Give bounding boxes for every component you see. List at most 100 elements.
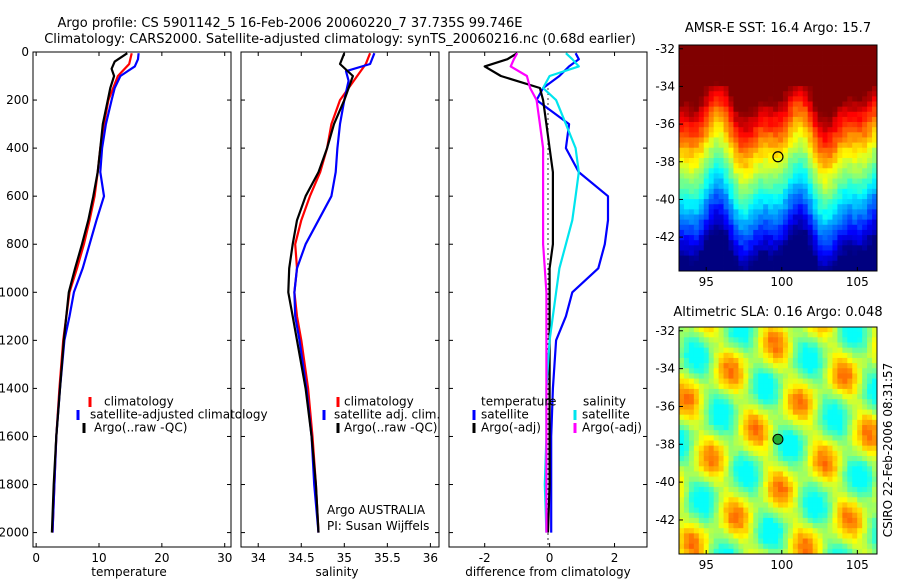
heatmap-cell: [723, 471, 729, 478]
heatmap-cell: [703, 199, 710, 205]
heatmap-cell: [713, 106, 719, 113]
heatmap-cell: [728, 481, 734, 488]
heatmap-cell: [827, 265, 833, 272]
heatmap-cell: [872, 466, 878, 472]
heatmap-cell: [733, 204, 739, 210]
heatmap-cell: [718, 414, 724, 421]
heatmap-cell: [753, 163, 759, 169]
heatmap-cell: [679, 96, 685, 102]
heatmap-cell: [688, 137, 695, 143]
heatmap-cell: [822, 548, 828, 555]
heatmap-cell: [768, 45, 774, 51]
heatmap-cell: [758, 440, 764, 447]
heatmap-cell: [827, 378, 833, 385]
heatmap-cell: [703, 245, 710, 251]
heatmap-cell: [703, 147, 710, 154]
heatmap-cell: [723, 122, 729, 128]
heatmap-cell: [713, 419, 719, 426]
heatmap-cell: [713, 199, 719, 205]
heatmap-cell: [857, 152, 863, 159]
heatmap-cell: [753, 461, 759, 467]
heatmap-cell: [782, 245, 789, 251]
heatmap-cell: [822, 152, 828, 159]
heatmap-cell: [862, 240, 868, 246]
heatmap-cell: [817, 528, 823, 534]
heatmap-cell: [812, 492, 818, 498]
heatmap-cell: [802, 80, 809, 87]
heatmap-cell: [743, 507, 749, 514]
heatmap-cell: [763, 394, 769, 400]
heatmap-cell: [872, 60, 878, 66]
heatmap-cell: [832, 214, 838, 221]
heatmap-cell: [817, 409, 823, 416]
heatmap-cell: [728, 394, 734, 400]
heatmap-cell: [857, 440, 863, 447]
heatmap-cell: [857, 368, 863, 374]
heatmap-cell: [733, 523, 739, 529]
heatmap-cell: [842, 363, 848, 369]
heatmap-cell: [782, 404, 789, 410]
heatmap-cell: [723, 142, 729, 149]
heatmap-cell: [807, 445, 814, 452]
heatmap-cell: [679, 409, 685, 416]
heatmap-cell: [842, 486, 848, 493]
heatmap-cell: [773, 342, 779, 349]
heatmap-cell: [753, 245, 759, 251]
heatmap-cell: [703, 332, 710, 338]
heatmap-cell: [847, 152, 853, 159]
heatmap-cell: [688, 188, 695, 195]
heatmap-cell: [857, 373, 863, 379]
heatmap-cell: [857, 229, 863, 236]
heatmap-cell: [802, 178, 809, 185]
heatmap-cell: [688, 116, 695, 123]
heatmap-cell: [703, 368, 710, 374]
heatmap-cell: [763, 168, 769, 174]
heatmap-cell: [758, 116, 764, 123]
heatmap-cell: [847, 188, 853, 195]
heatmap-cell: [683, 357, 690, 364]
heatmap-cell: [773, 471, 779, 478]
heatmap-cell: [723, 235, 729, 241]
heatmap-cell: [713, 152, 719, 159]
heatmap-cell: [847, 523, 853, 529]
heatmap-cell: [728, 168, 734, 174]
heatmap-cell: [872, 80, 878, 87]
heatmap-cell: [817, 378, 823, 385]
heatmap-cell: [827, 137, 833, 143]
heatmap-cell: [827, 106, 833, 113]
heatmap-cell: [679, 173, 685, 179]
heatmap-cell: [812, 224, 818, 231]
heatmap-cell: [688, 507, 695, 514]
heatmap-cell: [718, 183, 724, 190]
heatmap-cell: [842, 91, 848, 97]
heatmap-cell: [738, 492, 744, 498]
heatmap-cell: [778, 332, 784, 338]
heatmap-cell: [748, 137, 754, 143]
heatmap-cell: [782, 486, 789, 493]
heatmap-cell: [812, 75, 818, 82]
heatmap-cell: [872, 357, 878, 364]
heatmap-cell: [857, 517, 863, 524]
heatmap-cell: [778, 127, 784, 133]
heatmap-cell: [758, 163, 764, 169]
heatmap-cell: [847, 158, 853, 164]
heatmap-cell: [713, 45, 719, 51]
heatmap-cell: [679, 235, 685, 241]
heatmap-cell: [738, 466, 744, 472]
heatmap-cell: [782, 75, 789, 82]
heatmap-cell: [812, 70, 818, 77]
heatmap-cell: [872, 209, 878, 215]
heatmap-cell: [763, 507, 769, 514]
heatmap-cell: [703, 240, 710, 246]
heatmap-cell: [683, 224, 690, 231]
heatmap-cell: [782, 240, 789, 246]
heatmap-cell: [832, 127, 838, 133]
heatmap-cell: [723, 455, 729, 462]
series-line: [541, 52, 580, 533]
heatmap-cell: [847, 461, 853, 467]
heatmap-cell: [807, 137, 814, 143]
heatmap-cell: [679, 80, 685, 87]
heatmap-cell: [842, 168, 848, 174]
heatmap-cell: [842, 409, 848, 416]
heatmap-cell: [693, 466, 700, 472]
